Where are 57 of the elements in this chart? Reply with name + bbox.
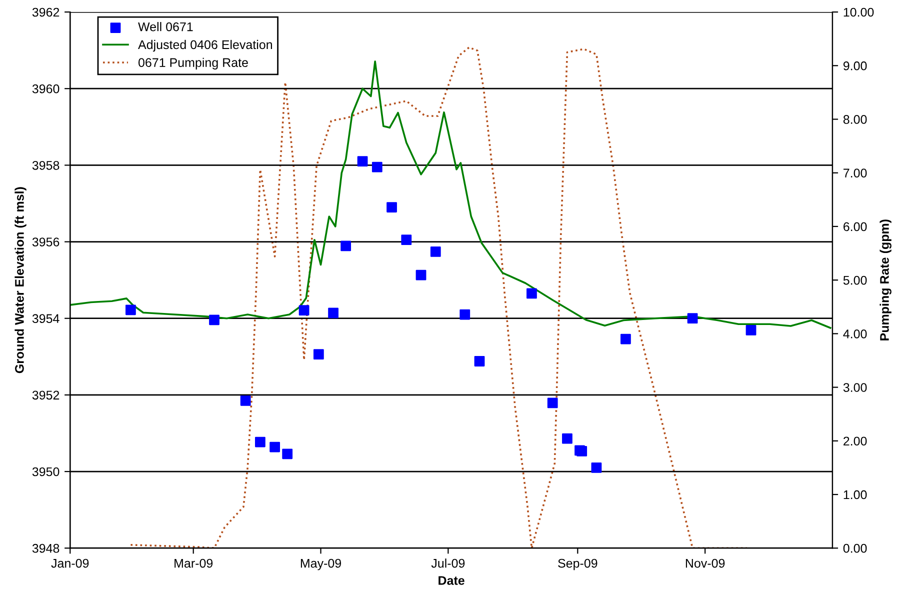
y2-tick-label: 4.00	[843, 329, 867, 338]
x-tick-label: Jan-09	[51, 558, 89, 568]
point	[430, 246, 441, 257]
point	[240, 395, 251, 406]
y-tick-label: 3950	[32, 467, 60, 476]
point	[254, 436, 266, 448]
point	[620, 334, 631, 344]
y2-tick-label: 10.00	[844, 8, 874, 17]
y-tick-label: 3958	[32, 160, 60, 170]
point	[401, 234, 412, 246]
y2-tick-label: 8.00	[843, 115, 867, 124]
point	[576, 446, 588, 456]
y2-tick-label: 7.00	[844, 168, 867, 178]
point	[298, 305, 310, 316]
legend-label: Adjusted 0406 Elevation	[138, 40, 272, 52]
y-tick-label: 3962	[32, 8, 60, 17]
point	[125, 304, 136, 316]
y2-tick-label: 2.00	[844, 436, 867, 446]
x-tick-label: Sep-09	[558, 558, 598, 570]
y2-tick-label: 6.00	[844, 222, 867, 232]
point	[562, 433, 572, 444]
y-axis-title: Ground Water Elevation (ft msl)	[14, 187, 26, 374]
point	[687, 313, 698, 324]
point	[328, 308, 338, 318]
point	[474, 356, 485, 366]
point	[282, 448, 293, 460]
x-tick-label: Nov-09	[686, 558, 725, 568]
y2-axis-title: Pumping Rate (gpm)	[880, 220, 892, 340]
y2-tick-label: 1.00	[844, 490, 867, 500]
point	[416, 270, 426, 280]
y2-tick-label: 3.00	[843, 383, 867, 392]
y-tick-label: 3960	[32, 84, 60, 94]
y2-tick-label: 0.00	[843, 544, 867, 553]
point	[526, 288, 537, 299]
point	[209, 314, 220, 326]
y-tick-label: 3952	[32, 390, 60, 400]
point	[547, 398, 558, 408]
point	[591, 462, 602, 473]
legend-label: Well 0671	[138, 22, 193, 32]
x-tick-label: Mar-09	[174, 558, 213, 568]
y-tick-label: 3948	[32, 544, 60, 553]
x-tick-label: Jul-09	[431, 558, 465, 568]
point	[340, 240, 352, 252]
y-tick-label: 3954	[32, 314, 60, 324]
point	[357, 156, 368, 167]
point	[746, 325, 756, 336]
x-tick-label: May-09	[300, 558, 342, 570]
point	[386, 202, 397, 213]
point	[270, 442, 280, 452]
legend-label: 0671 Pumping Rate	[138, 58, 248, 70]
point	[460, 309, 470, 320]
y-tick-label: 3956	[32, 238, 60, 246]
point	[313, 349, 324, 360]
y2-tick-label: 5.00	[843, 276, 867, 285]
y2-tick-label: 9.00	[843, 61, 867, 70]
x-axis-title: Date	[438, 576, 464, 585]
point	[372, 162, 382, 172]
